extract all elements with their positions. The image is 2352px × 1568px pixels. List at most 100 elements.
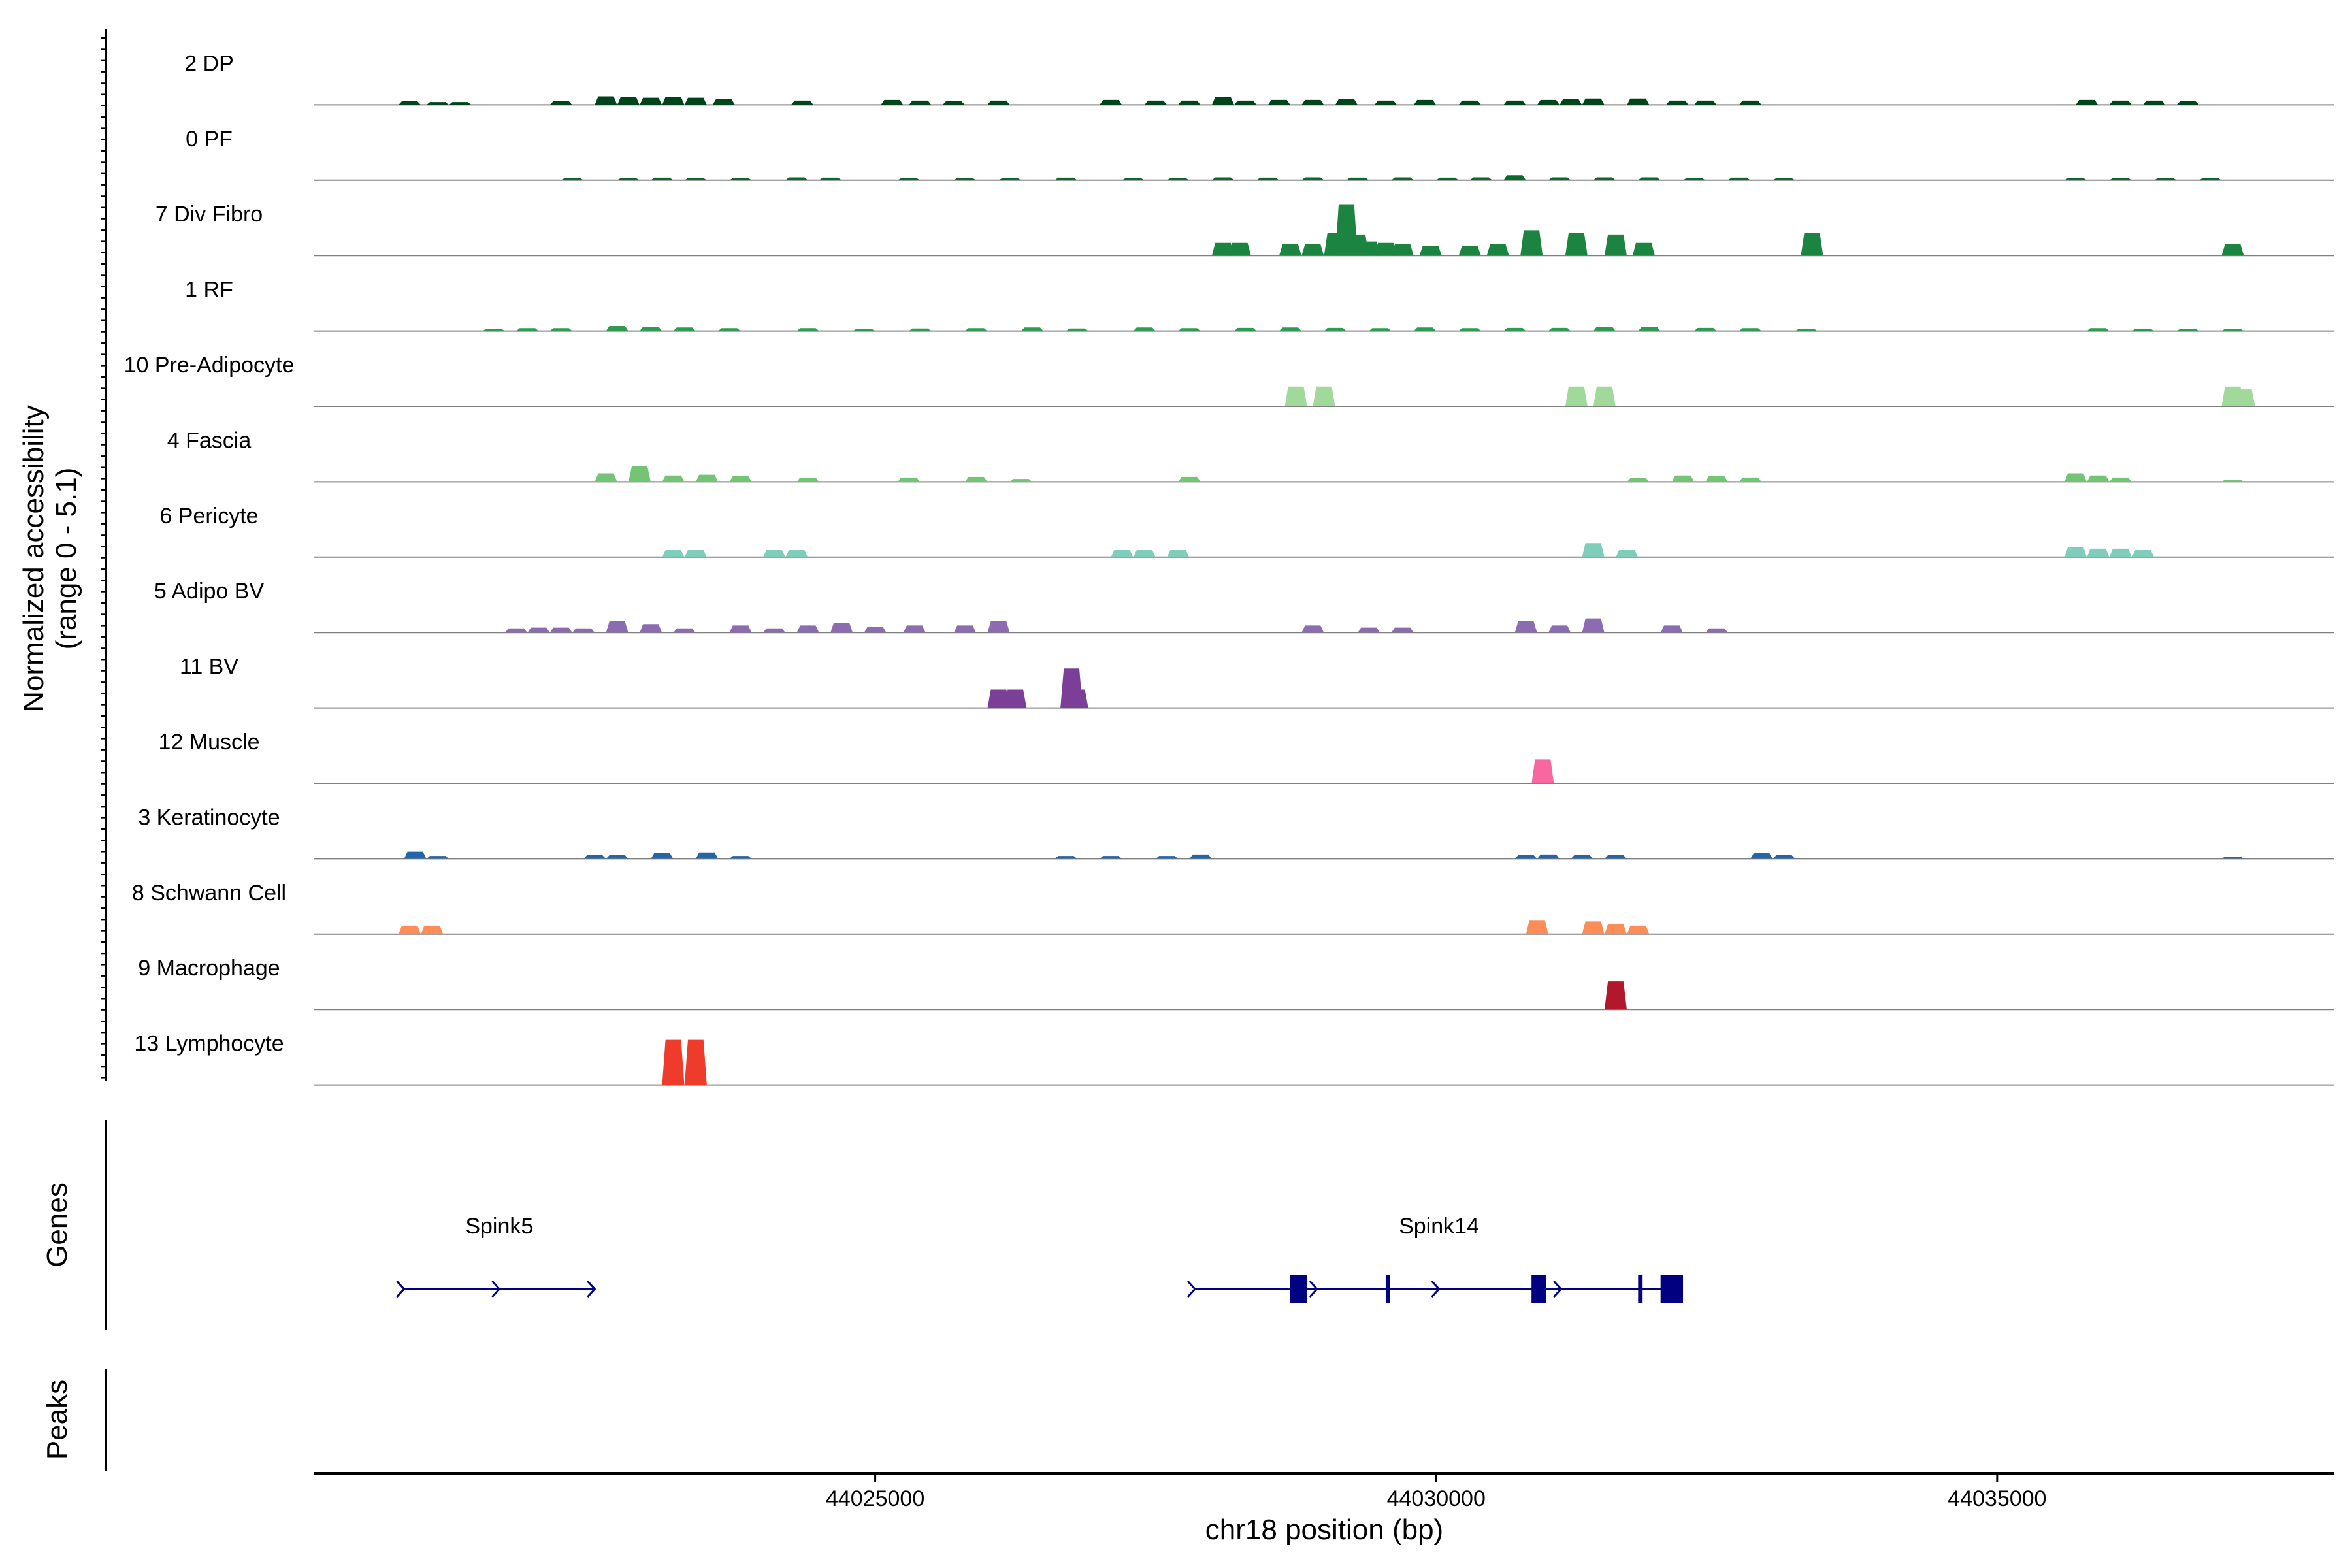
coverage-peak (853, 329, 875, 331)
coverage-peak (1167, 178, 1190, 180)
coverage-peak (2087, 548, 2110, 557)
coverage-peak (1178, 100, 1201, 105)
track-label: 7 Div Fibro (155, 202, 263, 227)
track-label: 2 DP (184, 51, 234, 76)
coverage-peak (796, 477, 819, 482)
coverage-peak (1469, 177, 1492, 180)
coverage-peak (696, 474, 719, 482)
coverage-peak (1133, 327, 1156, 331)
coverage-peak (903, 625, 926, 633)
track-label: 1 RF (185, 278, 233, 302)
coverage-peak (1054, 177, 1077, 180)
coverage-peak (1369, 328, 1392, 331)
coverage-peak (1374, 242, 1397, 256)
coverage-peak (628, 466, 651, 482)
coverage-peak (796, 625, 819, 633)
exon (1385, 1275, 1390, 1303)
coverage-peak (1520, 230, 1543, 256)
track-label: 5 Adipo BV (154, 579, 265, 604)
coverage-peak (987, 689, 1010, 708)
coverage-peak (1009, 479, 1032, 482)
track-1 (314, 175, 2334, 181)
coverage-peak (1414, 327, 1437, 331)
coverage-peak (1358, 241, 1380, 256)
peaks-panel-label: Peaks (41, 1380, 73, 1460)
coverage-peak (1301, 625, 1324, 633)
coverage-peak (1267, 99, 1290, 105)
coverage-peak (1548, 177, 1571, 180)
coverage-peak (1795, 329, 1818, 331)
coverage-peak (909, 100, 932, 105)
coverage-peak (1374, 100, 1397, 105)
coverage-peak (1739, 328, 1762, 331)
coverage-peak (426, 856, 449, 859)
coverage-peak (1772, 855, 1795, 859)
coverage-peak (1178, 476, 1201, 482)
coverage-peak (2065, 178, 2087, 180)
coverage-peak (1100, 99, 1122, 105)
track-label: 13 Lymphocyte (134, 1032, 284, 1056)
coverage-peak (942, 101, 965, 105)
coverage-peak (1358, 627, 1380, 633)
coverage-peak (2232, 389, 2255, 406)
coverage-peak (1571, 855, 1593, 859)
coverage-peak (1537, 99, 1560, 105)
coverage-peak (2109, 477, 2132, 482)
x-axis-tick-label: 44035000 (1948, 1486, 2046, 1511)
coverage-peak (1638, 327, 1661, 331)
coverage-peak (1627, 925, 1650, 934)
coverage-peak (1211, 177, 1234, 180)
track-label: 8 Schwann Cell (132, 881, 286, 906)
track-label: 10 Pre-Adipocyte (124, 353, 295, 378)
coverage-peak (1531, 759, 1554, 783)
coverage-peak (729, 856, 752, 859)
coverage-peak (1256, 177, 1279, 180)
coverage-peak (1313, 386, 1335, 406)
coverage-peak (617, 97, 640, 105)
coverage-peak (651, 853, 674, 859)
track-2 (314, 204, 2334, 257)
coverage-peak (791, 100, 813, 105)
coverage-peak (1228, 242, 1251, 256)
coverage-peak (662, 1039, 685, 1085)
strand-arrow (1309, 1280, 1318, 1298)
coverage-peak (1801, 233, 1823, 256)
coverage-peak (1391, 244, 1414, 256)
y-axis-title-main: Normalized accessibility (18, 405, 50, 711)
coverage-peak (1604, 981, 1627, 1010)
coverage-peak (1178, 328, 1201, 331)
coverage-peak (606, 855, 629, 859)
coverage-peak (1514, 855, 1537, 859)
track-0 (314, 96, 2334, 106)
coverage-peak (1021, 327, 1044, 331)
coverage-peak (640, 624, 662, 633)
coverage-peak (1593, 177, 1616, 180)
coverage-peak (684, 178, 707, 180)
coverage-peak (1301, 99, 1324, 105)
coverage-peak (1582, 921, 1605, 934)
coverage-peak (1111, 550, 1134, 557)
track-10 (314, 851, 2334, 860)
coverage-peak (606, 326, 629, 331)
coverage-peak (1211, 242, 1234, 256)
strand-arrow (1431, 1280, 1441, 1298)
strand-arrow (396, 1280, 406, 1298)
coverage-peak (965, 476, 988, 482)
coverage-peak (1458, 246, 1481, 256)
coverage-peak (1593, 386, 1616, 406)
coverage-peak (561, 178, 583, 180)
coverage-peak (1133, 550, 1156, 557)
track-6 (314, 543, 2334, 558)
coverage-peak (830, 623, 853, 633)
track-5 (314, 466, 2334, 483)
coverage-peak (2109, 178, 2132, 180)
track-7 (314, 618, 2334, 634)
coverage-peak (2221, 857, 2244, 859)
coverage-peak (2221, 329, 2244, 331)
coverage-peak (729, 178, 752, 180)
coverage-peak (673, 327, 696, 331)
coverage-peak (651, 177, 674, 180)
strand-arrow (587, 1280, 596, 1298)
coverage-peak (881, 99, 904, 105)
